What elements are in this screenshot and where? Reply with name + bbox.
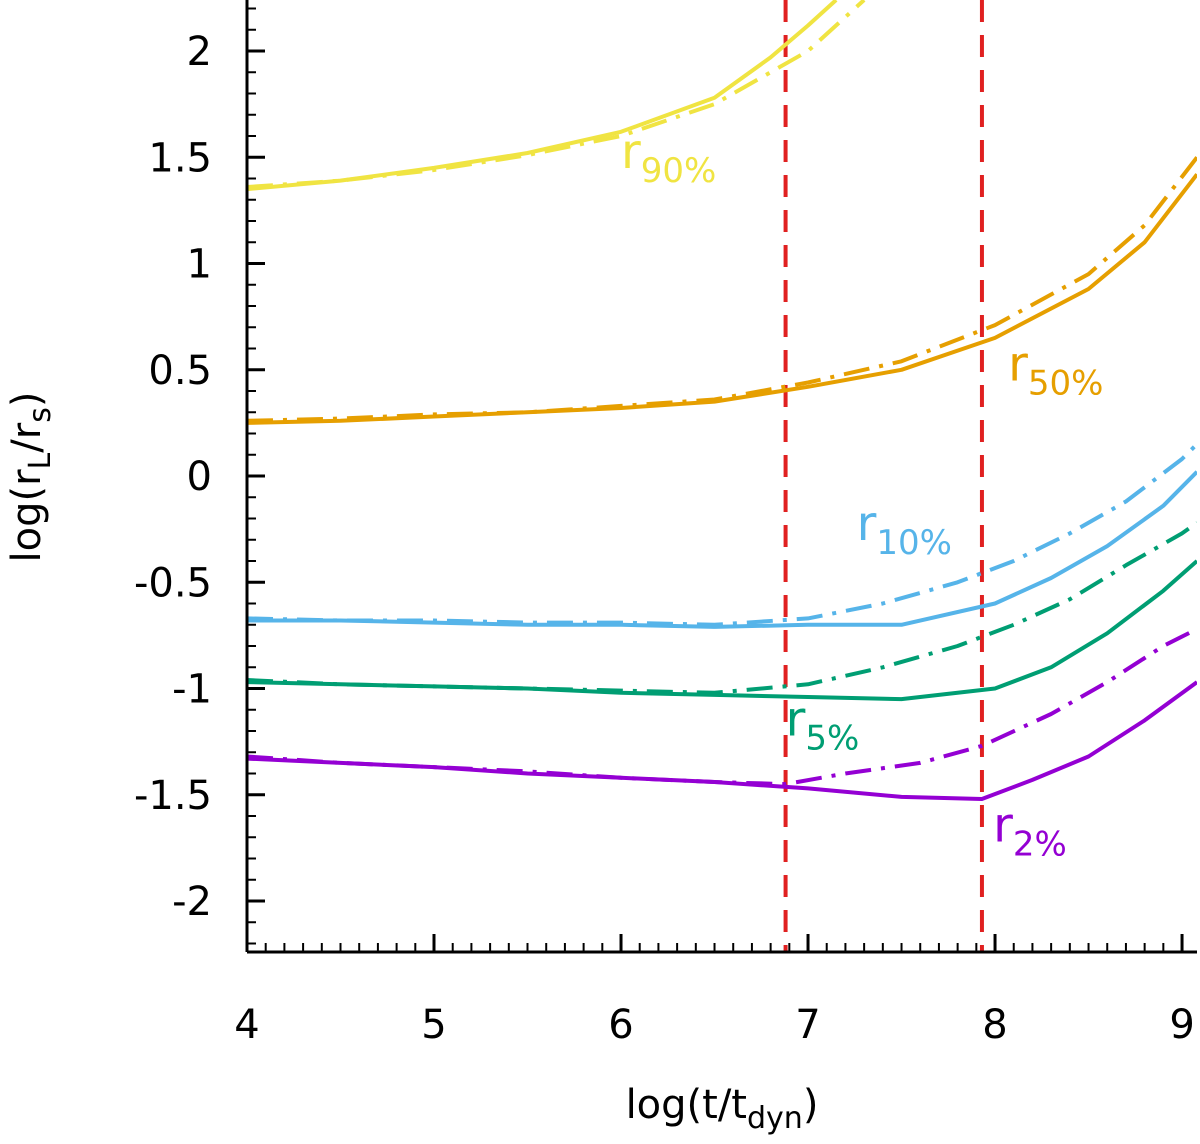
series-r90-solid [247, 0, 838, 192]
label-main: r [786, 691, 806, 747]
y-tick-label: 1 [187, 242, 212, 288]
label-main: r [993, 798, 1013, 854]
x-tick-label: 8 [982, 1002, 1007, 1048]
x-tick-label: 7 [795, 1002, 820, 1048]
y-tick-label: -1.5 [134, 773, 212, 819]
label-r50: r50% [1008, 336, 1103, 403]
x-tick-label: 6 [608, 1002, 633, 1048]
y-tick-label: 1.5 [148, 135, 212, 181]
y-tick-label: -2 [172, 879, 212, 925]
series-r90-dashdot [247, 0, 866, 189]
x-tick-label: 9 [1169, 1002, 1194, 1048]
series-r10-solid [247, 470, 1197, 629]
y-tick-label: 2 [187, 29, 212, 75]
series-layer [247, 0, 1197, 801]
label-r5: r5% [786, 691, 860, 758]
series-r2-dashdot [247, 627, 1197, 787]
label-main: r [857, 496, 877, 552]
label-sub: 50% [1028, 363, 1104, 403]
reference-lines [783, 0, 984, 952]
axes: 2 1.5 1 0.5 0 -0.5 -1 -1.5 -2 4 5 6 7 8 9 [134, 0, 1197, 1048]
y-tick-label: -1 [172, 667, 212, 713]
label-sub: 90% [641, 151, 717, 191]
x-axis-title: log(t/tdyn) [626, 1082, 819, 1136]
label-main: r [621, 124, 641, 180]
y-tick-label: -0.5 [134, 560, 212, 606]
label-main: r [1008, 336, 1028, 392]
x-tick-label: 4 [234, 1002, 259, 1048]
y-tick-label: 0 [187, 454, 212, 500]
y-axis-title: log(rL/rs) [4, 392, 58, 563]
series-r50-dashdot [247, 156, 1197, 423]
annotation-layer: r90%r50%r10%r5%r2% [621, 124, 1103, 865]
series-r50-solid [247, 173, 1197, 425]
y-tick-label: 0.5 [148, 348, 212, 394]
label-sub: 10% [876, 523, 952, 563]
label-r90: r90% [621, 124, 716, 191]
label-sub: 5% [805, 718, 859, 758]
label-r2: r2% [993, 798, 1067, 865]
label-r10: r10% [857, 496, 952, 563]
series-r5-dashdot [247, 521, 1197, 695]
series-r10-dashdot [247, 442, 1197, 627]
label-sub: 2% [1013, 825, 1067, 865]
series-r5-solid [247, 559, 1197, 702]
x-tick-label: 5 [421, 1002, 446, 1048]
